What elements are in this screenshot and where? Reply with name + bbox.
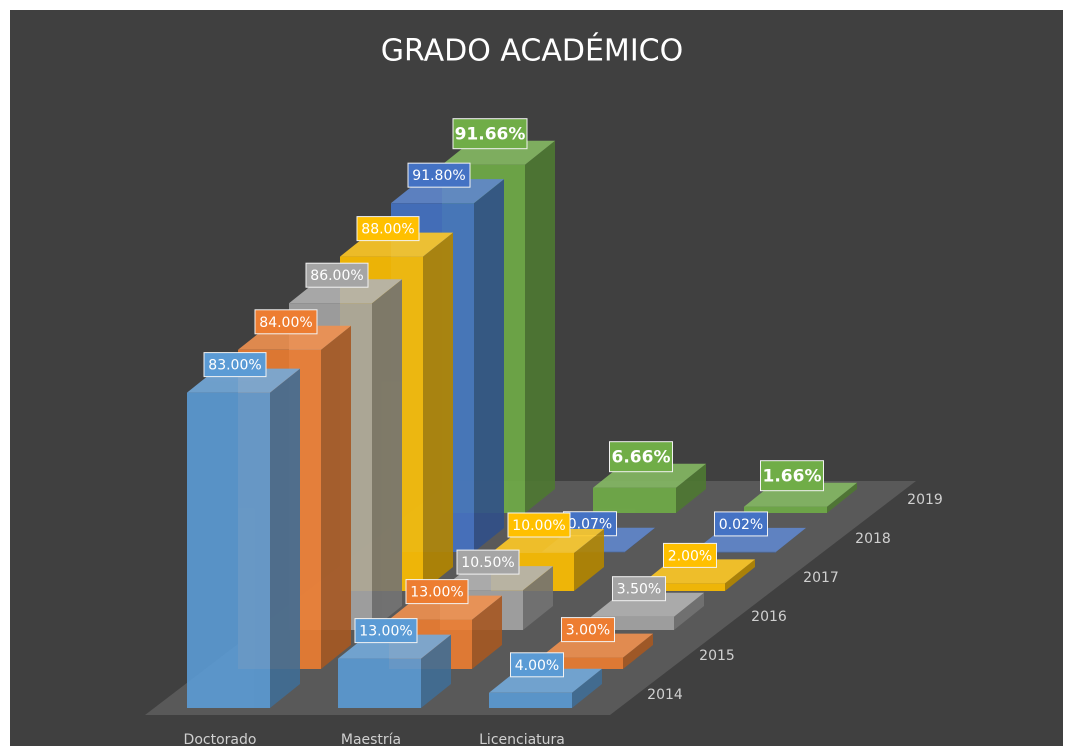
data-label-box bbox=[405, 579, 469, 605]
x-tick-label: Maestría bbox=[341, 732, 401, 748]
data-label-box bbox=[561, 617, 615, 643]
bar-side bbox=[523, 566, 553, 630]
bar-side bbox=[474, 179, 504, 552]
data-label: 84.00% bbox=[259, 315, 312, 331]
data-label-box bbox=[663, 542, 717, 568]
legend-label: 2017 bbox=[803, 570, 839, 586]
bar-side bbox=[623, 633, 653, 669]
bar bbox=[540, 657, 623, 669]
data-label-box bbox=[354, 618, 418, 644]
data-label: 4.00% bbox=[515, 658, 559, 674]
bar bbox=[744, 506, 827, 513]
data-label: 1.66% bbox=[763, 467, 822, 487]
data-label: 0.02% bbox=[719, 517, 763, 533]
data-label-box bbox=[356, 216, 420, 242]
bar-side bbox=[574, 529, 604, 591]
x-tick-label: Licenciatura bbox=[479, 732, 565, 748]
bar-side bbox=[270, 368, 300, 708]
bar bbox=[693, 551, 776, 553]
bar-side bbox=[572, 668, 602, 708]
bar-side bbox=[674, 592, 704, 630]
bar-side bbox=[372, 279, 402, 630]
data-label: 10.50% bbox=[461, 555, 514, 571]
data-label: 2.00% bbox=[668, 548, 712, 564]
data-label-box bbox=[452, 118, 528, 150]
bar bbox=[489, 692, 572, 708]
bar-side bbox=[625, 527, 655, 552]
data-label-box bbox=[507, 512, 571, 538]
bar-side bbox=[472, 595, 502, 669]
legend-label: 2014 bbox=[647, 687, 683, 703]
x-tick-label: Doctorado bbox=[184, 732, 257, 748]
bar bbox=[642, 583, 725, 591]
bar bbox=[338, 658, 421, 708]
legend-label: 2016 bbox=[751, 609, 787, 625]
bar-group bbox=[187, 368, 300, 708]
bar-side bbox=[827, 482, 857, 513]
bar-side bbox=[525, 140, 555, 513]
data-label-box bbox=[254, 309, 318, 335]
data-label-box bbox=[714, 511, 768, 537]
bar-side bbox=[321, 325, 351, 669]
data-label: 13.00% bbox=[359, 624, 412, 640]
data-label-box bbox=[609, 441, 673, 473]
bar-side bbox=[423, 232, 453, 591]
data-label: 88.00% bbox=[361, 222, 414, 238]
bar-side bbox=[676, 463, 706, 513]
legend-label: 2019 bbox=[907, 492, 943, 508]
chart-title: GRADO ACADÉMICO bbox=[381, 33, 683, 69]
data-label: 10.00% bbox=[512, 518, 565, 534]
data-label-box bbox=[203, 352, 267, 378]
bar-side bbox=[421, 634, 451, 708]
data-label: 0.07% bbox=[568, 517, 612, 533]
data-label: 13.00% bbox=[410, 585, 463, 601]
bar bbox=[593, 487, 676, 513]
bar-side bbox=[725, 559, 755, 591]
data-label-box bbox=[456, 549, 520, 575]
data-label-box bbox=[760, 460, 824, 492]
data-label-box bbox=[407, 162, 471, 188]
data-label: 3.50% bbox=[617, 582, 661, 598]
data-label: 3.00% bbox=[566, 623, 610, 639]
legend-label: 2015 bbox=[699, 648, 735, 664]
data-label: 91.66% bbox=[455, 125, 526, 145]
bar-group bbox=[338, 634, 451, 708]
data-label-box bbox=[612, 576, 666, 602]
bar-side bbox=[776, 527, 806, 552]
data-label-box bbox=[305, 262, 369, 288]
data-label: 83.00% bbox=[208, 358, 261, 374]
data-label: 91.80% bbox=[412, 168, 465, 184]
legend-label: 2018 bbox=[855, 531, 891, 547]
data-label: 6.66% bbox=[612, 448, 671, 468]
data-label-box bbox=[510, 652, 564, 678]
data-label: 86.00% bbox=[310, 268, 363, 284]
bar bbox=[187, 392, 270, 708]
